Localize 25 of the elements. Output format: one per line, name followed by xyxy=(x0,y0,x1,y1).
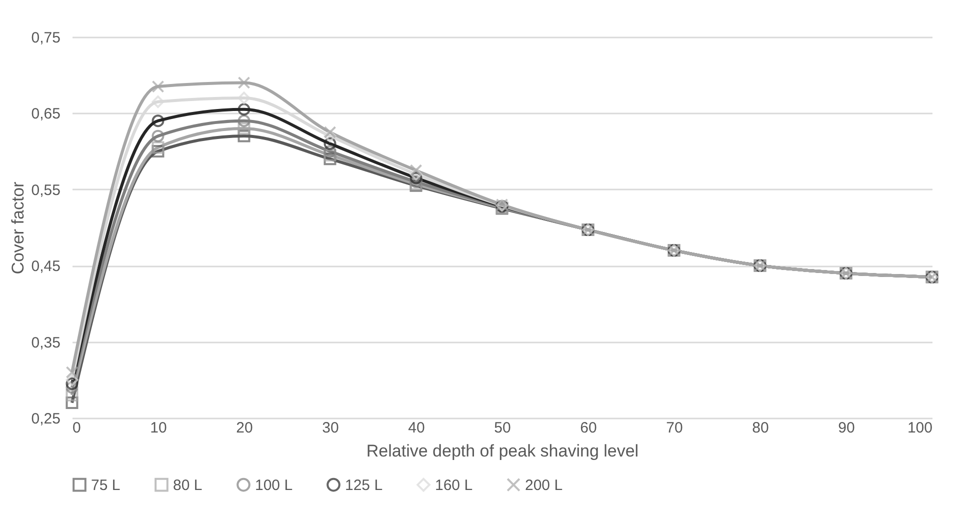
legend-label: 100 L xyxy=(255,476,293,494)
legend-label: 160 L xyxy=(435,476,473,494)
y-axis-title: Cover factor xyxy=(8,181,28,274)
y-tick-label: 0,75 xyxy=(31,30,60,46)
x-axis-title: Relative depth of peak shaving level xyxy=(366,442,639,460)
legend-label: 200 L xyxy=(525,476,563,494)
y-tick-label: 0,35 xyxy=(31,334,60,352)
x-tick-label: 0 xyxy=(72,420,81,436)
x-tick-label: 50 xyxy=(494,420,511,436)
legend-label: 75 L xyxy=(91,476,120,494)
x-tick-label: 10 xyxy=(150,420,167,436)
x-tick-label: 40 xyxy=(408,420,425,436)
x-tick-label: 20 xyxy=(236,420,253,436)
x-tick-label: 100 xyxy=(907,420,932,436)
x-tick-label: 90 xyxy=(838,420,855,436)
x-tick-label: 70 xyxy=(666,420,683,436)
legend-label: 125 L xyxy=(345,476,383,494)
y-tick-label: 0,45 xyxy=(31,258,60,276)
y-tick-label: 0,25 xyxy=(31,410,60,428)
x-tick-label: 30 xyxy=(322,420,339,436)
y-tick-label: 0,65 xyxy=(31,106,60,123)
legend-label: 80 L xyxy=(173,476,202,494)
x-tick-label: 80 xyxy=(752,420,769,436)
y-tick-label: 0,55 xyxy=(31,182,60,199)
x-tick-label: 60 xyxy=(580,420,597,436)
